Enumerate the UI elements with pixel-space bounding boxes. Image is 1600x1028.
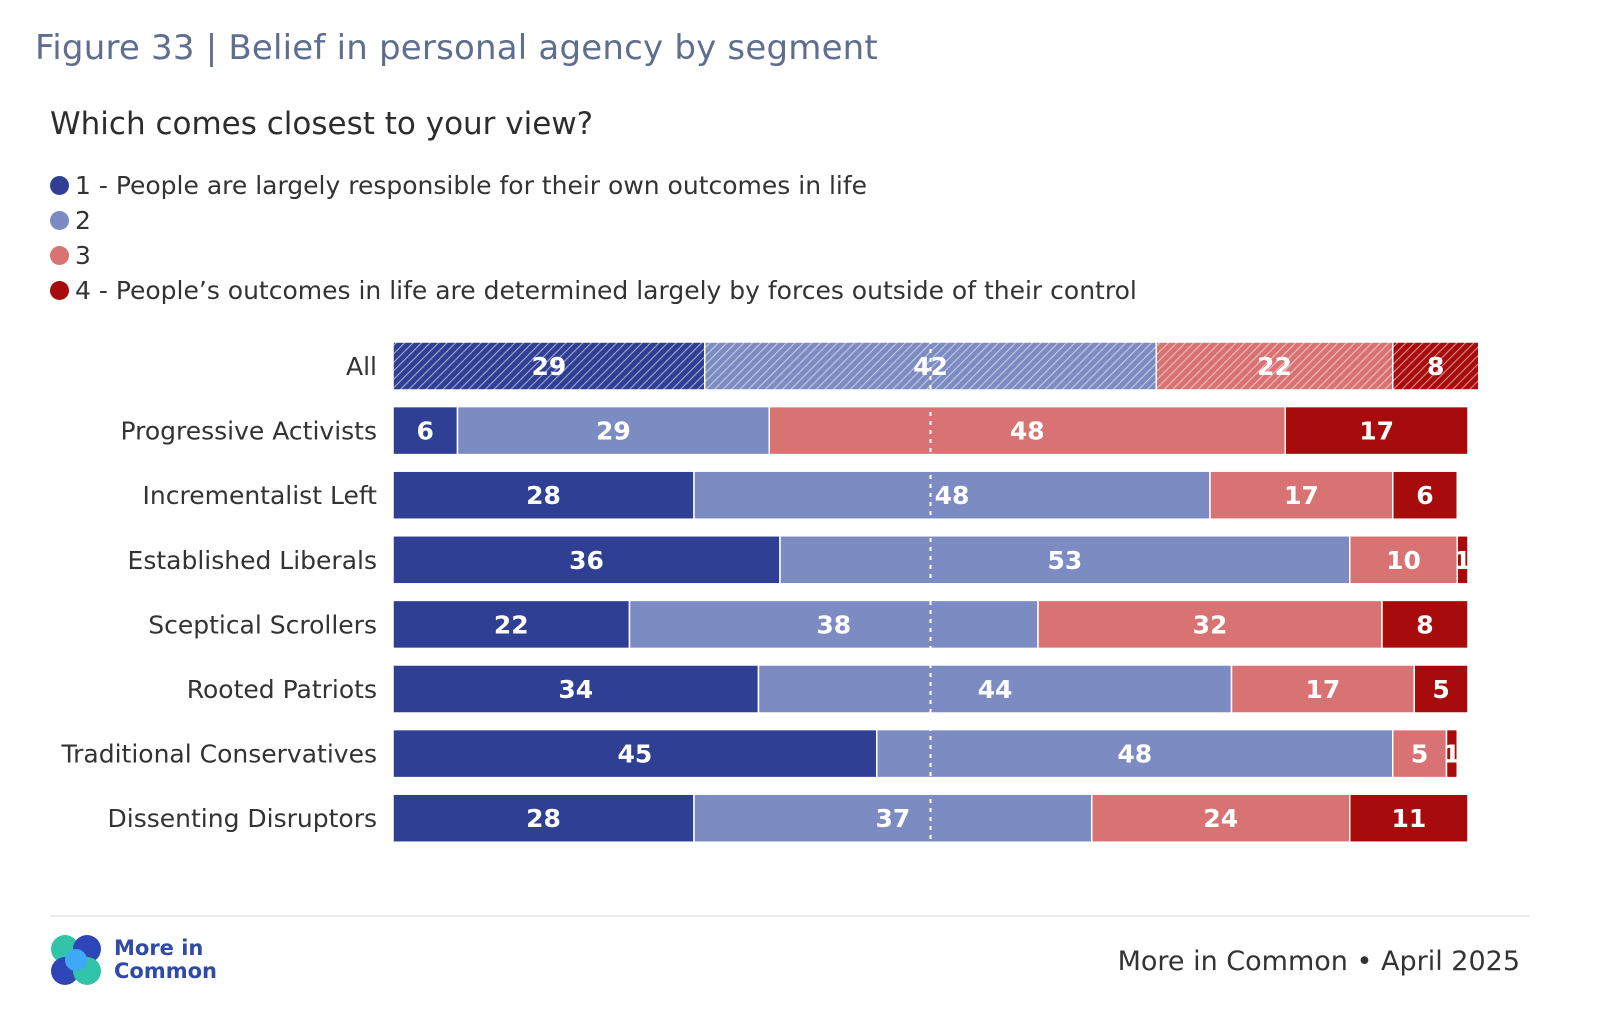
- bar-segment-rooted-patriots-3: [1230, 664, 1415, 714]
- bar-segment-progressive-activists-3: [768, 405, 1286, 456]
- data-label-progressive-activists-1: 6: [417, 417, 434, 446]
- legend-label-4: 4 - People’s outcomes in life are determ…: [75, 276, 1137, 305]
- category-label-incrementalist-left: Incrementalist Left: [143, 481, 378, 510]
- logo-wordmark: More in Common: [114, 937, 217, 983]
- category-label-dissenting-disruptors: Dissenting Disruptors: [108, 804, 378, 833]
- bar-segment-progressive-activists-2: [456, 405, 770, 456]
- data-label-rooted-patriots-1: 34: [558, 675, 593, 704]
- data-label-dissenting-disruptors-2: 37: [875, 804, 910, 833]
- bar-segment-established-liberals-3: [1349, 535, 1458, 585]
- bar-segment-sceptical-scrollers-2: [628, 599, 1039, 650]
- data-label-traditional-conservatives-3: 5: [1411, 740, 1428, 769]
- bar-segment-dissenting-disruptors-3: [1091, 793, 1351, 843]
- legend-label-3: 3: [75, 241, 91, 270]
- data-label-incrementalist-left-4: 6: [1416, 481, 1433, 510]
- category-label-all: All: [346, 352, 377, 381]
- bar-segment-progressive-activists-4: [1284, 405, 1469, 456]
- data-label-progressive-activists-3: 48: [1010, 417, 1045, 446]
- data-label-all-4: 8: [1427, 352, 1444, 381]
- logo-line-2: Common: [114, 959, 217, 983]
- bar-segment-dissenting-disruptors-2: [693, 793, 1093, 843]
- legend-item-1: 1 - People are largely responsible for t…: [50, 168, 1137, 203]
- data-label-sceptical-scrollers-2: 38: [816, 610, 851, 639]
- legend-item-2: 2: [50, 203, 1137, 238]
- data-label-sceptical-scrollers-1: 22: [494, 610, 529, 639]
- logo-line-1: More in: [114, 936, 204, 960]
- data-label-all-3: 22: [1257, 352, 1292, 381]
- bar-segment-sceptical-scrollers-1: [392, 599, 631, 650]
- bar-segment-incrementalist-left-3: [1209, 470, 1394, 520]
- bar-segment-sceptical-scrollers-3: [1037, 599, 1383, 650]
- data-label-established-liberals-1: 36: [569, 546, 604, 575]
- bar-segment-rooted-patriots-2: [757, 664, 1233, 714]
- bar-segment-all-4: [1392, 341, 1480, 391]
- data-label-dissenting-disruptors-1: 28: [526, 804, 561, 833]
- more-in-common-logo: More in Common: [48, 932, 217, 988]
- data-label-dissenting-disruptors-3: 24: [1203, 804, 1238, 833]
- legend-item-3: 3: [50, 238, 1137, 273]
- legend-swatch-4: [50, 281, 69, 300]
- category-label-established-liberals: Established Liberals: [128, 546, 377, 575]
- bar-segment-established-liberals-1: [392, 535, 781, 585]
- figure-title: Figure 33 | Belief in personal agency by…: [35, 28, 878, 68]
- bar-segment-dissenting-disruptors-1: [392, 793, 695, 843]
- legend-swatch-2: [50, 211, 69, 230]
- bar-segment-sceptical-scrollers-4: [1381, 599, 1469, 650]
- data-label-incrementalist-left-2: 48: [935, 481, 970, 510]
- data-label-progressive-activists-2: 29: [596, 417, 631, 446]
- legend: 1 - People are largely responsible for t…: [50, 168, 1137, 308]
- legend-swatch-1: [50, 176, 69, 195]
- data-label-established-liberals-2: 53: [1047, 546, 1082, 575]
- data-label-traditional-conservatives-1: 45: [617, 740, 652, 769]
- category-label-progressive-activists: Progressive Activists: [120, 417, 377, 446]
- data-label-sceptical-scrollers-3: 32: [1193, 610, 1228, 639]
- bar-segment-incrementalist-left-1: [392, 470, 695, 520]
- bar-segment-traditional-conservatives-4: [1445, 728, 1458, 779]
- bar-segment-rooted-patriots-1: [392, 664, 760, 714]
- legend-label-2: 2: [75, 206, 91, 235]
- legend-swatch-3: [50, 246, 69, 265]
- bar-segment-rooted-patriots-4: [1413, 664, 1469, 714]
- bar-segment-all-3: [1155, 341, 1394, 391]
- data-label-rooted-patriots-2: 44: [978, 675, 1013, 704]
- data-label-dissenting-disruptors-4: 11: [1391, 804, 1426, 833]
- question-text: Which comes closest to your view?: [50, 106, 594, 142]
- data-label-sceptical-scrollers-4: 8: [1416, 610, 1433, 639]
- data-label-incrementalist-left-3: 17: [1284, 481, 1319, 510]
- data-label-traditional-conservatives-2: 48: [1117, 740, 1152, 769]
- bar-segment-traditional-conservatives-1: [392, 728, 878, 779]
- data-label-traditional-conservatives-4: 1: [1443, 740, 1460, 769]
- data-label-incrementalist-left-1: 28: [526, 481, 561, 510]
- data-label-progressive-activists-4: 17: [1359, 417, 1394, 446]
- footer-divider: [50, 915, 1530, 917]
- data-label-established-liberals-3: 10: [1386, 546, 1421, 575]
- data-label-rooted-patriots-4: 5: [1432, 675, 1449, 704]
- bar-segment-incrementalist-left-2: [693, 470, 1211, 520]
- data-label-all-1: 29: [531, 352, 566, 381]
- category-label-traditional-conservatives: Traditional Conservatives: [61, 740, 377, 769]
- bar-segment-established-liberals-2: [779, 535, 1351, 585]
- bar-segment-established-liberals-4: [1456, 535, 1469, 585]
- bar-segment-traditional-conservatives-2: [876, 728, 1394, 779]
- legend-label-1: 1 - People are largely responsible for t…: [75, 171, 868, 200]
- legend-item-4: 4 - People’s outcomes in life are determ…: [50, 273, 1137, 308]
- bar-segment-dissenting-disruptors-4: [1349, 793, 1469, 843]
- bar-segment-all-1: [392, 341, 706, 391]
- bar-segment-incrementalist-left-4: [1392, 470, 1458, 520]
- source-credit: More in Common • April 2025: [1117, 946, 1520, 977]
- logo-icon: [51, 935, 101, 985]
- category-label-rooted-patriots: Rooted Patriots: [187, 675, 377, 704]
- data-label-rooted-patriots-3: 17: [1305, 675, 1340, 704]
- data-label-established-liberals-4: 1: [1454, 546, 1471, 575]
- category-label-sceptical-scrollers: Sceptical Scrollers: [148, 610, 377, 639]
